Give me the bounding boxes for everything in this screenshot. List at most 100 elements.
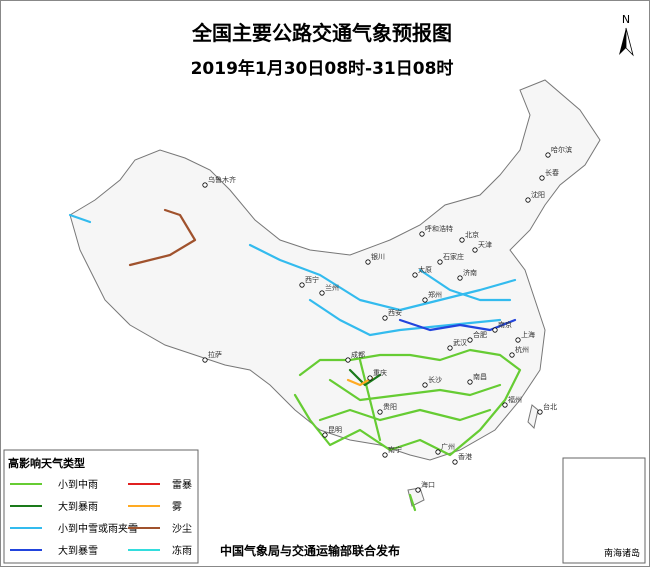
city-label: 武汉 <box>453 338 467 347</box>
city-dot <box>412 272 418 278</box>
city-dot <box>509 352 515 358</box>
road <box>248 243 517 312</box>
city-label: 南昌 <box>473 372 487 381</box>
legend-label: 小到中雪或雨夹雪 <box>58 522 138 535</box>
city-label: 拉萨 <box>208 350 222 359</box>
city-dot <box>382 315 388 321</box>
city-dot <box>422 382 428 388</box>
city-label: 郑州 <box>428 291 442 299</box>
legend-label: 雾 <box>172 501 182 513</box>
inset-box <box>562 457 646 564</box>
city-dot <box>447 345 453 351</box>
city-label: 呼和浩特 <box>425 224 453 233</box>
city-dot <box>457 275 463 281</box>
arrow-right <box>625 27 634 57</box>
legend-label: 雷暴 <box>172 479 192 491</box>
city-label: 北京 <box>465 230 479 239</box>
city-label: 海口 <box>421 480 435 489</box>
taiwan <box>527 404 539 429</box>
city-dot <box>299 282 305 288</box>
road <box>358 358 382 442</box>
legend-label: 大到暴雪 <box>58 544 98 557</box>
city-label: 贵阳 <box>383 402 397 411</box>
city-label: 哈尔滨 <box>551 145 572 154</box>
footer: 中国气象局与交通运输部联合发布 <box>220 543 400 558</box>
title: 全国主要公路交通气象预报图 <box>191 21 452 45</box>
city-dot <box>367 375 373 381</box>
city-dot <box>435 449 441 455</box>
road <box>418 268 512 302</box>
road <box>346 376 374 387</box>
city-dot <box>502 402 508 408</box>
city-dot <box>525 197 531 203</box>
city-label: 台北 <box>543 402 557 411</box>
city-label: 长春 <box>545 168 559 177</box>
city-label: 长沙 <box>428 375 442 384</box>
city-label: 沈阳 <box>531 190 545 199</box>
city-dot <box>492 327 498 333</box>
china-outline <box>69 79 601 461</box>
city-label: 兰州 <box>325 283 339 292</box>
city-label: 重庆 <box>373 368 387 377</box>
north-label: N <box>622 13 630 26</box>
city-dot <box>537 409 543 415</box>
city-label: 香港 <box>458 452 472 461</box>
city-label: 福州 <box>508 395 522 404</box>
road <box>408 493 417 512</box>
city-dot <box>319 290 325 296</box>
subtitle: 2019年1月30日08时-31日08时 <box>191 58 454 79</box>
road <box>398 318 517 332</box>
city-label: 乌鲁木齐 <box>208 175 236 184</box>
city-label: 天津 <box>478 241 492 249</box>
road <box>318 408 492 422</box>
city-dot <box>452 459 458 465</box>
city-dot <box>322 432 328 438</box>
city-dot <box>437 259 443 265</box>
road <box>128 208 197 267</box>
road <box>348 368 382 387</box>
city-label: 昆明 <box>328 426 342 434</box>
city-label: 西宁 <box>305 275 319 284</box>
city-label: 南京 <box>498 320 512 329</box>
city-label: 杭州 <box>515 345 529 354</box>
city-dot <box>202 357 208 363</box>
city-label: 成都 <box>351 350 365 359</box>
city-dot <box>472 247 478 253</box>
road <box>68 213 92 224</box>
city-label: 南宁 <box>388 445 402 454</box>
inset-label: 南海诸岛 <box>604 547 640 559</box>
city-dot <box>515 337 521 343</box>
legend-label: 冻雨 <box>172 544 192 557</box>
arrow-left <box>619 28 626 55</box>
city-dot <box>415 487 421 493</box>
city-dot <box>467 337 473 343</box>
city-label: 广州 <box>441 442 455 451</box>
city-dot <box>377 409 383 415</box>
legend-label: 小到中雨 <box>58 478 98 491</box>
legend-label: 沙尘 <box>172 523 192 535</box>
city-label: 太原 <box>418 265 432 274</box>
city-label: 合肥 <box>473 330 487 339</box>
legend-label: 大到暴雨 <box>58 500 98 513</box>
city-dot <box>365 259 371 265</box>
city-label: 石家庄 <box>443 252 464 261</box>
city-dot <box>382 452 388 458</box>
north-arrow: N <box>619 13 634 57</box>
city-dot <box>345 357 351 363</box>
city-dot <box>539 175 545 181</box>
road <box>328 378 502 402</box>
city-dot <box>467 379 473 385</box>
city-dot <box>202 182 208 188</box>
city-dot <box>422 297 428 303</box>
city-label: 上海 <box>521 330 535 339</box>
city-label: 西安 <box>388 308 402 317</box>
city-label: 银川 <box>371 252 385 261</box>
city-dot <box>545 152 551 158</box>
legend-title: 高影响天气类型 <box>8 456 85 470</box>
road <box>293 348 522 457</box>
city-label: 济南 <box>463 268 477 277</box>
city-dot <box>419 231 425 237</box>
city-dot <box>459 237 465 243</box>
